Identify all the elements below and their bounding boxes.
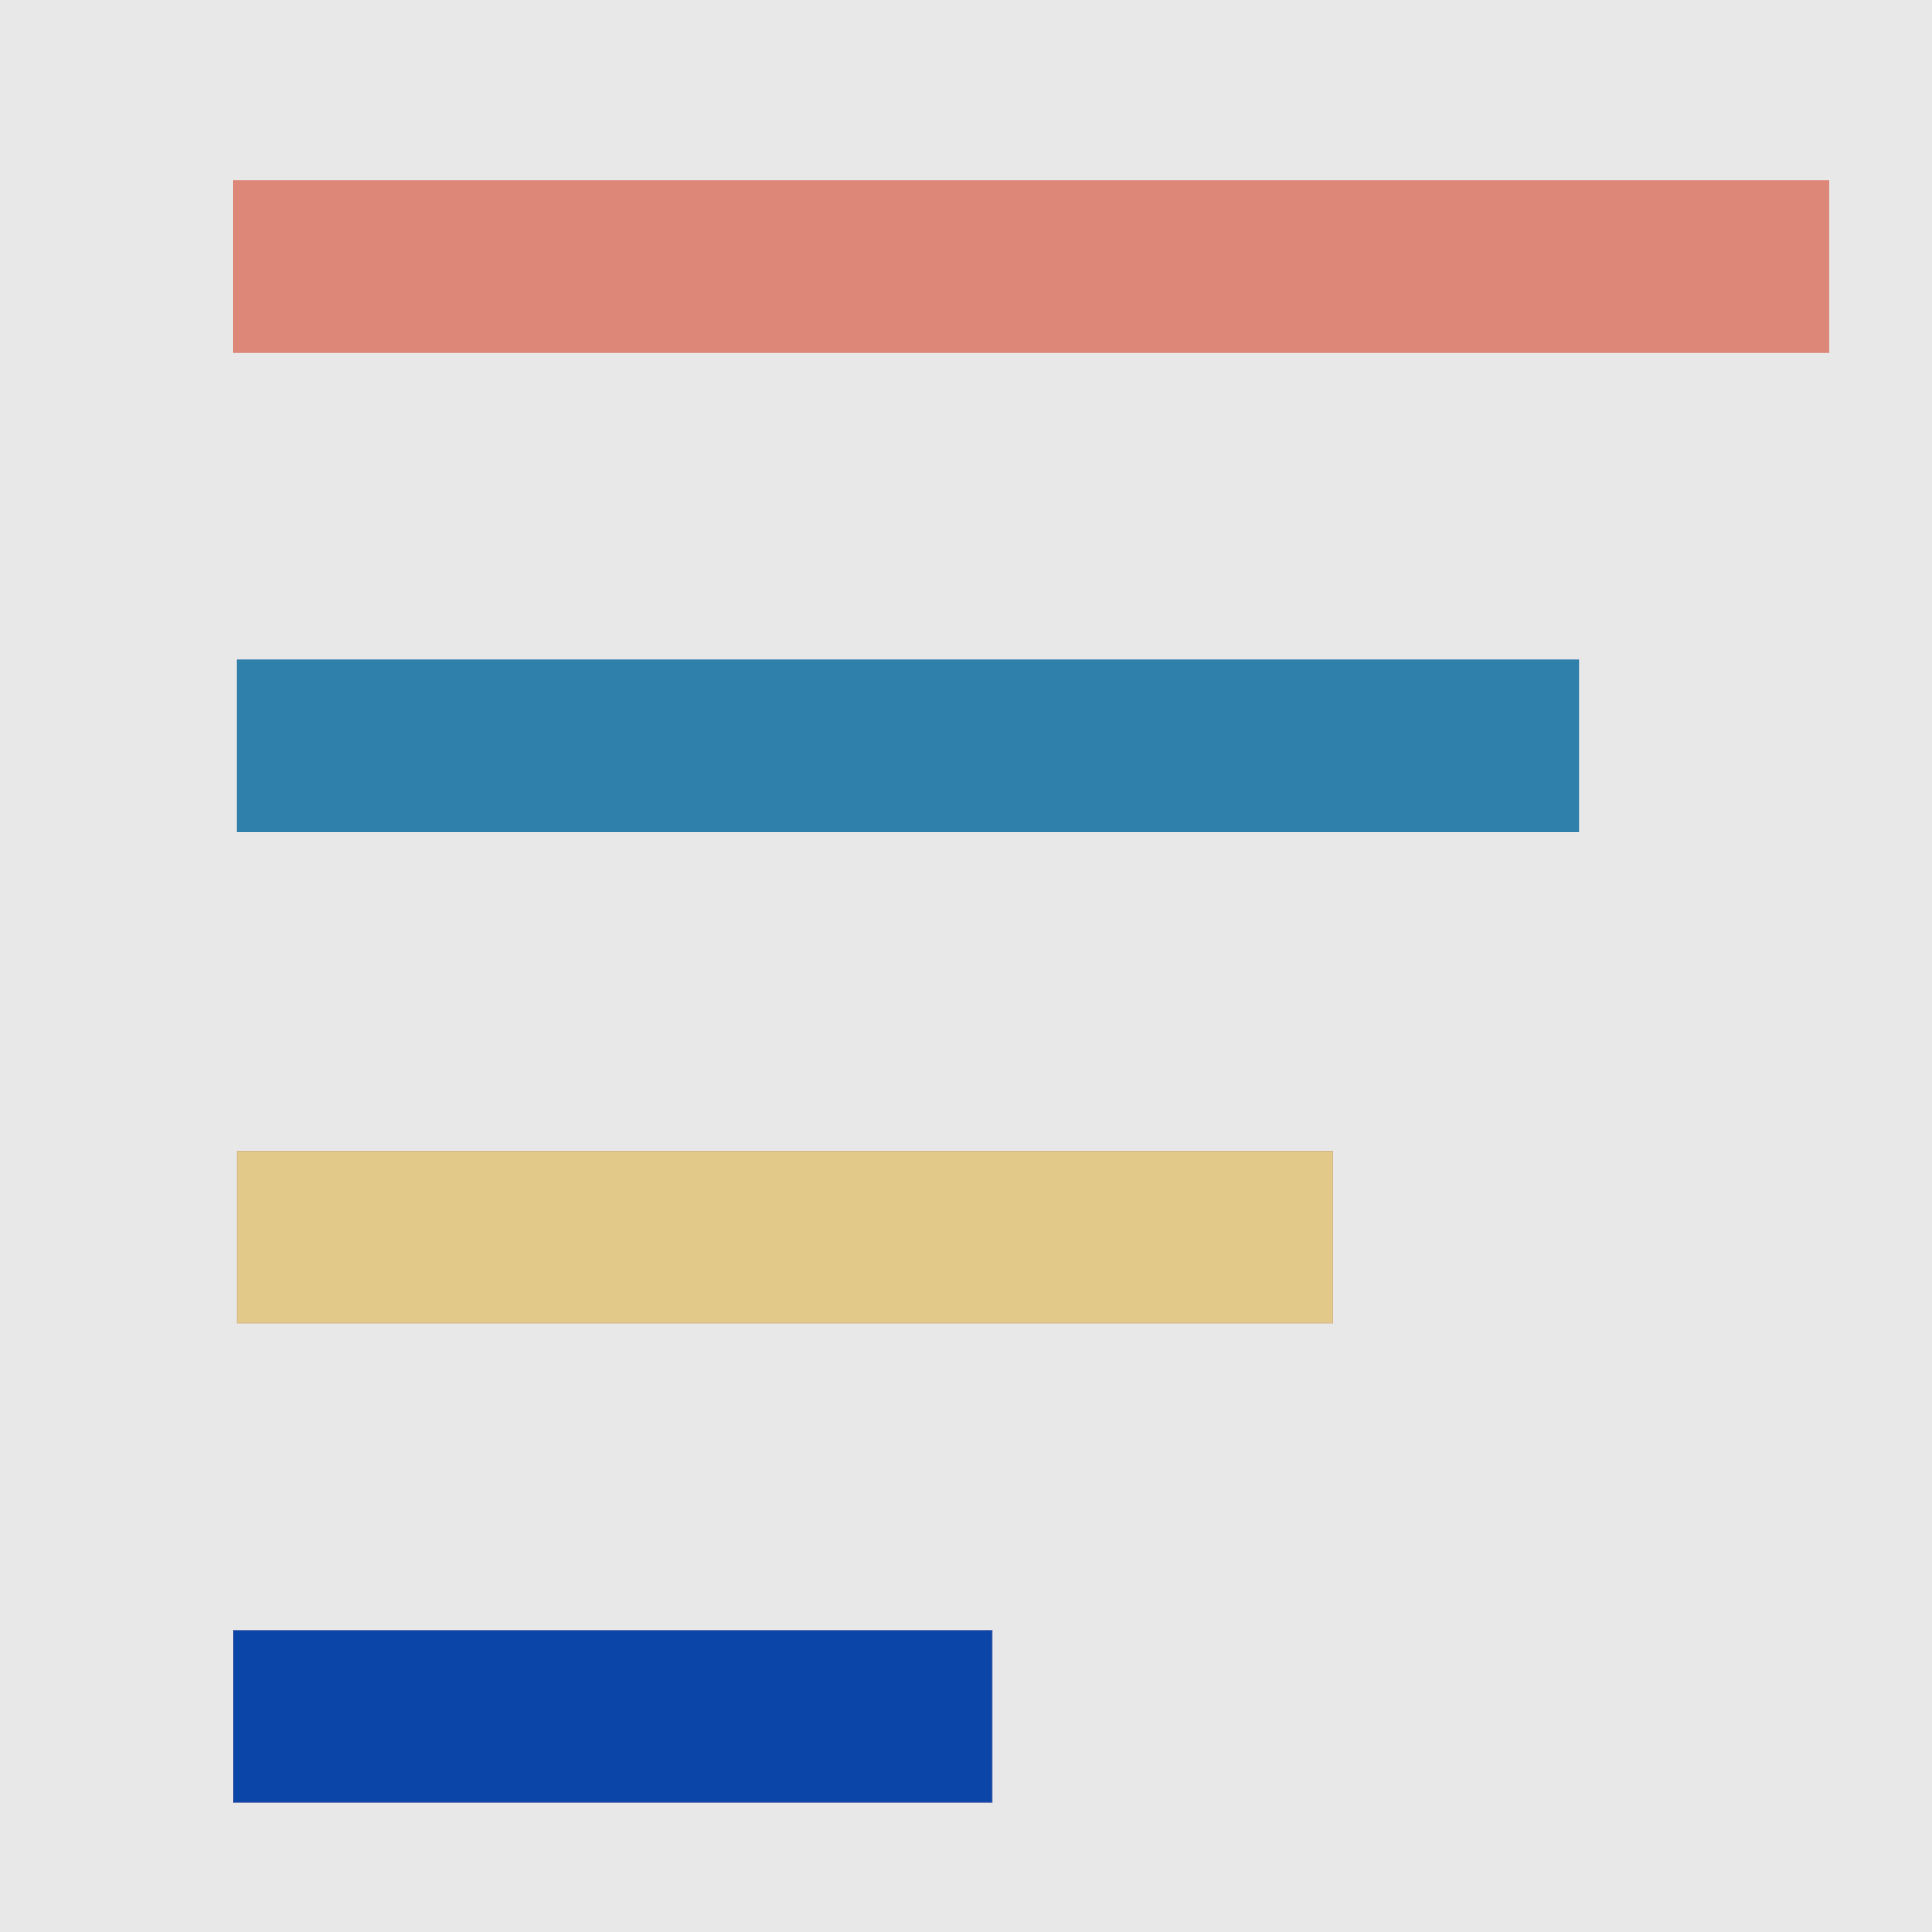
bar-sand — [237, 1151, 1333, 1324]
bar-navy — [233, 1630, 992, 1803]
bar-salmon — [233, 180, 1829, 353]
bar-teal — [237, 659, 1579, 832]
